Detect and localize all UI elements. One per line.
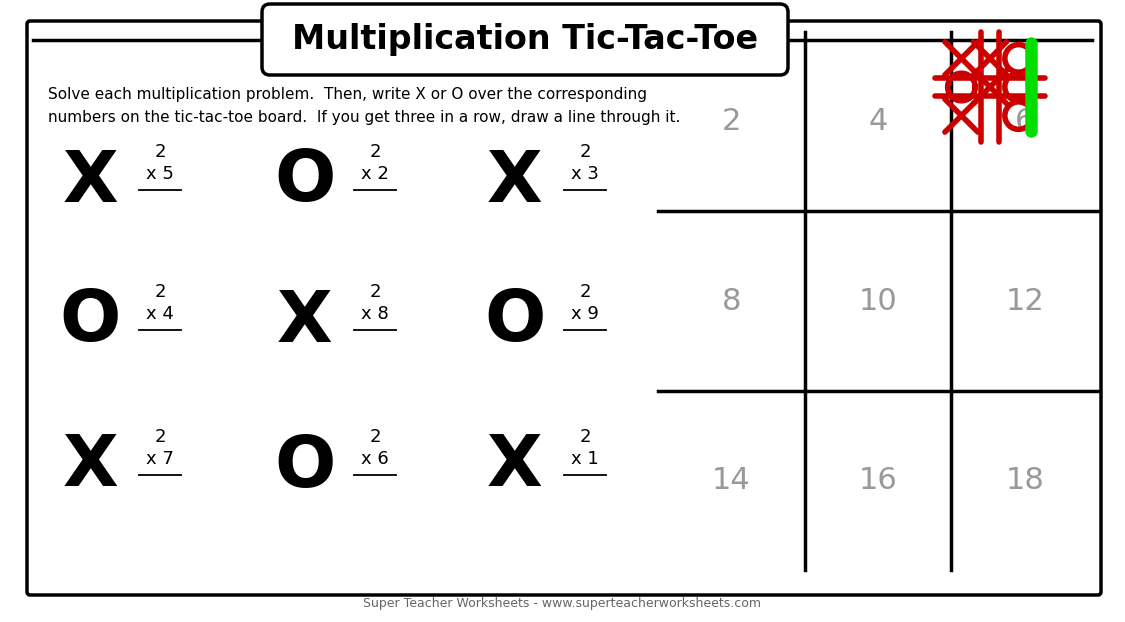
Text: Solve each multiplication problem.  Then, write X or O over the corresponding: Solve each multiplication problem. Then,… xyxy=(48,87,647,102)
Text: X: X xyxy=(487,147,543,216)
Text: O: O xyxy=(484,287,546,356)
Text: 2: 2 xyxy=(721,107,741,136)
Text: x 3: x 3 xyxy=(572,165,598,183)
Text: X: X xyxy=(277,287,333,356)
Text: Super Teacher Worksheets - www.superteacherworksheets.com: Super Teacher Worksheets - www.superteac… xyxy=(363,598,760,611)
Text: 2: 2 xyxy=(154,283,165,301)
Text: 2: 2 xyxy=(369,283,380,301)
Text: Multiplication Tic-Tac-Toe: Multiplication Tic-Tac-Toe xyxy=(292,24,758,57)
FancyBboxPatch shape xyxy=(262,4,788,75)
Text: 10: 10 xyxy=(858,287,898,315)
Text: x 2: x 2 xyxy=(361,165,389,183)
FancyBboxPatch shape xyxy=(27,21,1101,595)
Text: O: O xyxy=(274,147,335,216)
Text: 2: 2 xyxy=(369,143,380,161)
Text: x 9: x 9 xyxy=(572,305,598,323)
Text: 2: 2 xyxy=(579,428,591,446)
Text: 12: 12 xyxy=(1006,287,1044,315)
Text: numbers on the tic-tac-toe board.  If you get three in a row, draw a line throug: numbers on the tic-tac-toe board. If you… xyxy=(48,110,681,125)
Text: x 8: x 8 xyxy=(361,305,389,323)
Text: 2: 2 xyxy=(579,143,591,161)
Text: O: O xyxy=(274,432,335,501)
Text: O: O xyxy=(60,287,120,356)
Text: X: X xyxy=(62,147,118,216)
Text: 14: 14 xyxy=(712,466,750,495)
Text: 2: 2 xyxy=(154,428,165,446)
Text: x 6: x 6 xyxy=(361,450,389,468)
Text: x 1: x 1 xyxy=(572,450,598,468)
Text: 2: 2 xyxy=(154,143,165,161)
Text: 16: 16 xyxy=(858,466,898,495)
Text: X: X xyxy=(62,432,118,501)
Text: 4: 4 xyxy=(868,107,888,136)
Text: 6: 6 xyxy=(1015,107,1034,136)
Text: 18: 18 xyxy=(1006,466,1044,495)
Text: x 5: x 5 xyxy=(146,165,174,183)
Text: X: X xyxy=(487,432,543,501)
Text: 8: 8 xyxy=(721,287,741,315)
Text: x 4: x 4 xyxy=(146,305,174,323)
Text: 2: 2 xyxy=(579,283,591,301)
Text: x 7: x 7 xyxy=(146,450,174,468)
Text: 2: 2 xyxy=(369,428,380,446)
